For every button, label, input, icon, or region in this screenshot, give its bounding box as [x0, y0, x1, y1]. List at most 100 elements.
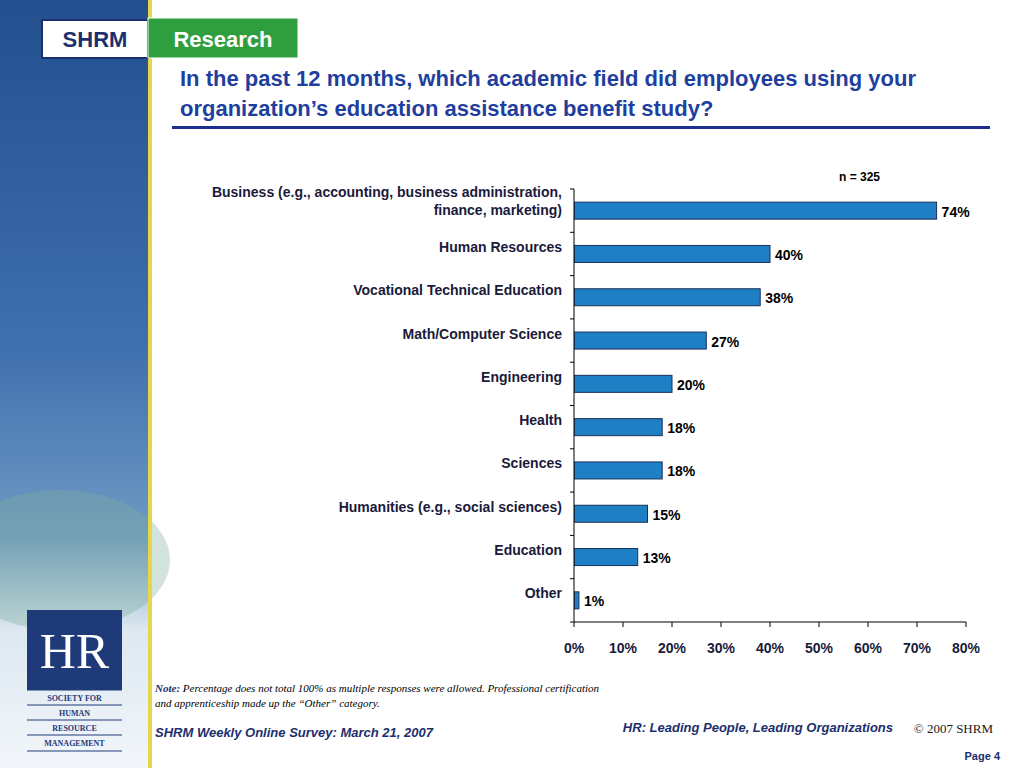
text-line: Math/Computer Science	[403, 326, 563, 342]
category-label: Vocational Technical Education	[353, 282, 562, 298]
note-line: and apprenticeship made up the “Other” c…	[155, 697, 380, 709]
society-rule	[27, 751, 122, 752]
society-text: HUMAN	[59, 709, 90, 718]
category-label: Math/Computer Science	[403, 326, 563, 342]
bar	[574, 505, 648, 522]
society-rule	[27, 720, 122, 721]
bar	[574, 419, 662, 436]
society-text: RESOURCE	[52, 724, 96, 733]
category-label: Engineering	[481, 369, 562, 385]
copyright: © 2007 SHRM	[914, 721, 994, 736]
category-tick	[570, 535, 574, 536]
note-label: Note:	[154, 682, 180, 694]
category-label: Health	[519, 412, 562, 428]
x-tick-label: 10%	[609, 640, 638, 656]
category-tick	[570, 275, 574, 276]
x-tick	[917, 622, 918, 627]
data-label: 20%	[677, 377, 706, 393]
logo-text: Research	[173, 27, 272, 52]
text-line: Sciences	[501, 455, 562, 471]
note: Note: Percentage does not total 100% as …	[154, 682, 600, 709]
tagline: HR: Leading People, Leading Organization…	[623, 720, 893, 735]
bar	[574, 549, 638, 566]
logo-text: SHRM	[63, 27, 128, 52]
society-text: SOCIETY FOR	[47, 694, 102, 703]
x-tick-label: 60%	[854, 640, 883, 656]
x-tick-label: 50%	[805, 640, 834, 656]
society-text: MANAGEMENT	[44, 739, 105, 748]
text-line: Engineering	[481, 369, 562, 385]
footer-source: SHRM Weekly Online Survey: March 21, 200…	[155, 725, 434, 740]
x-tick	[574, 622, 575, 627]
sidebar-rule	[148, 0, 152, 768]
x-tick-label: 0%	[564, 640, 585, 656]
text-line: Education	[494, 542, 562, 558]
x-tick-label: 40%	[756, 640, 785, 656]
page: SHRM Research HR SOCIETY FOR HUMAN RESOURCE MA…	[0, 0, 1024, 768]
society-rule	[27, 705, 122, 706]
text-line: organization’s education assistance bene…	[180, 96, 713, 121]
x-tick-label: 80%	[952, 640, 981, 656]
text-line: Humanities (e.g., social sciences)	[339, 499, 562, 515]
bar	[574, 375, 672, 392]
x-tick	[672, 622, 673, 627]
category-label: Other	[525, 585, 563, 601]
category-tick	[570, 492, 574, 493]
category-tick	[570, 622, 574, 623]
data-label: 38%	[765, 290, 794, 306]
bar	[574, 462, 662, 479]
data-label: 40%	[775, 247, 804, 263]
text-line: In the past 12 months, which academic fi…	[180, 66, 916, 91]
x-tick	[623, 622, 624, 627]
x-tick-label: 30%	[707, 640, 736, 656]
text-line: Business (e.g., accounting, business adm…	[212, 184, 562, 200]
hr-logo-box	[27, 610, 122, 690]
note-line: Percentage does not total 100% as multip…	[182, 682, 600, 694]
category-label: Business (e.g., accounting, business adm…	[212, 184, 562, 218]
category-label: Human Resources	[439, 239, 562, 255]
category-label: Humanities (e.g., social sciences)	[339, 499, 562, 515]
x-tick	[819, 622, 820, 627]
x-tick-label: 20%	[658, 640, 687, 656]
x-tick	[770, 622, 771, 627]
bar	[574, 289, 760, 306]
x-tick-label: 70%	[903, 640, 932, 656]
bar	[574, 202, 937, 219]
text-line: finance, marketing)	[434, 202, 562, 218]
category-label: Sciences	[501, 455, 562, 471]
data-label: 15%	[653, 507, 682, 523]
title-rule	[172, 126, 990, 129]
category-label: Education	[494, 542, 562, 558]
note-body: Percentage does not total 100% as multip…	[155, 682, 600, 709]
category-tick	[570, 232, 574, 233]
globe-decoration	[0, 490, 170, 630]
x-tick	[966, 622, 967, 627]
category-tick	[570, 448, 574, 449]
category-tick	[570, 578, 574, 579]
data-label: 18%	[667, 463, 696, 479]
logo-box	[42, 20, 148, 58]
text-line: Other	[525, 585, 563, 601]
x-tick	[868, 622, 869, 627]
sidebar	[0, 0, 148, 768]
annotation: n = 325	[839, 170, 880, 184]
data-label: 13%	[643, 550, 672, 566]
text-line: Health	[519, 412, 562, 428]
category-tick	[570, 189, 574, 190]
text-line: Vocational Technical Education	[353, 282, 562, 298]
society-rule	[27, 735, 122, 736]
logo-box	[148, 18, 298, 58]
text-line: Human Resources	[439, 239, 562, 255]
x-tick	[721, 622, 722, 627]
bar	[574, 245, 770, 262]
data-label: 18%	[667, 420, 696, 436]
category-tick	[570, 362, 574, 363]
bar	[574, 332, 706, 349]
society-rule	[27, 690, 122, 691]
bars	[574, 202, 937, 609]
data-label: 1%	[584, 593, 605, 609]
hr-logo-text: HR	[40, 623, 110, 679]
bar	[574, 592, 579, 609]
data-label: 27%	[711, 334, 740, 350]
data-label: 74%	[942, 204, 971, 220]
